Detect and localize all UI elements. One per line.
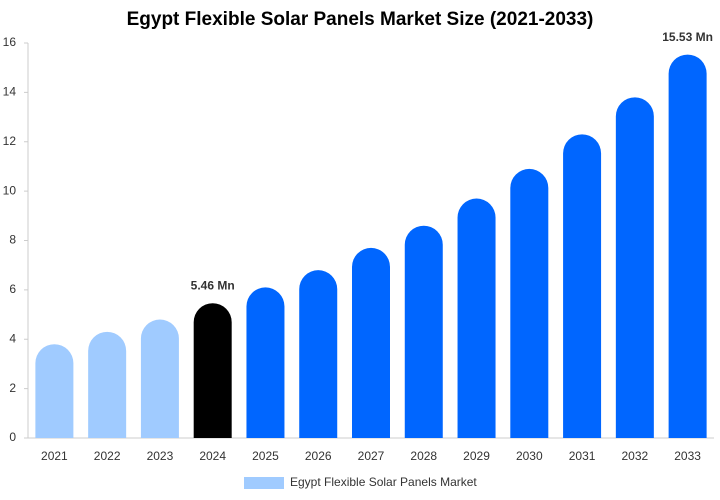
x-tick-label: 2026 [305, 449, 332, 463]
bar [246, 287, 285, 438]
x-tick-label: 2021 [41, 449, 68, 463]
bar [35, 344, 74, 438]
x-tick-label: 2033 [674, 449, 701, 463]
bar [615, 97, 654, 439]
bar [140, 319, 179, 438]
y-tick-label: 0 [9, 430, 16, 444]
x-tick-label: 2023 [147, 449, 174, 463]
value-label: 15.53 Mn [662, 30, 713, 44]
y-tick-label: 4 [9, 331, 16, 345]
bar [352, 247, 390, 438]
y-tick-label: 16 [3, 35, 17, 49]
x-tick-label: 2027 [358, 449, 385, 463]
x-tick-label: 2029 [463, 449, 490, 463]
bar [193, 303, 232, 438]
bar [88, 331, 127, 438]
x-tick-label: 2030 [516, 449, 543, 463]
x-tick-label: 2022 [94, 449, 121, 463]
bar [299, 270, 338, 438]
y-tick-label: 12 [3, 134, 17, 148]
legend-label: Egypt Flexible Solar Panels Market [290, 475, 477, 489]
x-tick-label: 2031 [569, 449, 596, 463]
value-label: 5.46 Mn [191, 278, 235, 292]
bar [563, 134, 602, 438]
bar [510, 168, 549, 438]
bar [404, 225, 443, 438]
x-tick-label: 2028 [410, 449, 437, 463]
y-tick-label: 6 [9, 282, 16, 296]
y-tick-label: 10 [3, 183, 17, 197]
chart-title: Egypt Flexible Solar Panels Market Size … [127, 9, 594, 30]
bar [668, 54, 707, 439]
x-tick-label: 2032 [621, 449, 648, 463]
x-tick-label: 2024 [199, 449, 226, 463]
legend-swatch [244, 477, 284, 489]
y-tick-label: 8 [9, 233, 16, 247]
x-tick-label: 2025 [252, 449, 279, 463]
bar [457, 198, 496, 438]
y-tick-label: 14 [3, 85, 17, 99]
y-tick-label: 2 [9, 381, 16, 395]
